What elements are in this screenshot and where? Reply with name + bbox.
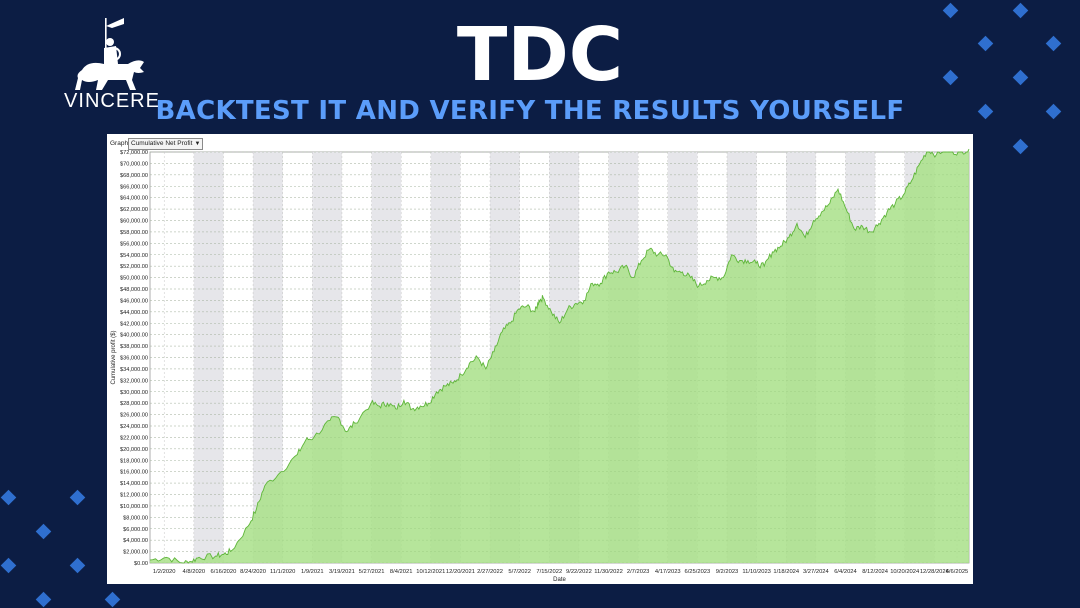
y-tick-label: $16,000.00 xyxy=(120,470,148,476)
equity-area xyxy=(150,149,969,563)
y-tick-label: $20,000.00 xyxy=(120,447,148,453)
x-tick-label: 2/7/2023 xyxy=(627,569,650,575)
chevron-down-icon: ▼ xyxy=(194,141,201,147)
x-tick-label: 9/2/2023 xyxy=(716,569,739,575)
y-tick-label: $40,000.00 xyxy=(120,333,148,339)
y-tick-label: $30,000.00 xyxy=(120,390,148,396)
x-tick-label: 6/4/2024 xyxy=(834,569,857,575)
y-tick-label: $46,000.00 xyxy=(120,298,148,304)
x-tick-label: 1/9/2021 xyxy=(301,569,324,575)
x-tick-label: 6/16/2020 xyxy=(211,569,237,575)
x-tick-label: 11/10/2023 xyxy=(742,569,771,575)
y-tick-label: $52,000.00 xyxy=(120,264,148,270)
x-tick-label: 5/27/2021 xyxy=(359,569,385,575)
x-tick-label: 12/28/2024 xyxy=(920,569,950,575)
equity-line xyxy=(149,148,970,564)
chart-panel: $0.00 $2,000.00 $4,000.00 $6,000.00 $8,000.0… xyxy=(107,134,973,584)
y-tick-label: $10,000.00 xyxy=(120,504,148,510)
x-tick-label: 10/20/2024 xyxy=(890,569,920,575)
y-tick-label: $26,000.00 xyxy=(120,413,148,419)
y-tick-label: $4,000.00 xyxy=(123,538,148,544)
y-tick-label: $64,000.00 xyxy=(120,196,148,202)
x-tick-label: 11/1/2020 xyxy=(270,569,295,575)
y-tick-label: $18,000.00 xyxy=(120,458,148,464)
x-tick-label: 4/17/2023 xyxy=(655,569,681,575)
x-tick-label: 7/15/2022 xyxy=(536,569,562,575)
y-tick-label: $58,000.00 xyxy=(120,230,148,236)
x-tick-label: 6/25/2023 xyxy=(684,569,710,575)
decorative-diamond xyxy=(35,523,52,540)
decorative-diamond xyxy=(0,489,17,506)
x-tick-label: 1/18/2024 xyxy=(773,569,800,575)
logo-text: VINCERE xyxy=(64,90,160,112)
y-tick-label: $34,000.00 xyxy=(120,367,148,373)
decorative-diamond xyxy=(0,557,17,574)
y-tick-label: $2,000.00 xyxy=(123,550,148,556)
x-tick-label: 8/24/2020 xyxy=(240,569,266,575)
x-tick-label: 1/2/2020 xyxy=(153,569,176,575)
page-title: TDC xyxy=(456,12,624,98)
decorative-diamond xyxy=(1012,138,1029,155)
y-tick-label: $14,000.00 xyxy=(120,481,148,487)
decorative-diamond xyxy=(69,557,86,574)
y-tick-label: $62,000.00 xyxy=(120,207,148,213)
y-tick-label: $60,000.00 xyxy=(120,219,148,225)
decorative-diamond xyxy=(35,591,52,608)
y-tick-label: $22,000.00 xyxy=(120,435,148,441)
y-tick-label: $28,000.00 xyxy=(120,401,148,407)
x-tick-label: 3/19/2021 xyxy=(329,569,355,575)
y-tick-label: $50,000.00 xyxy=(120,276,148,282)
y-tick-label: $48,000.00 xyxy=(120,287,148,293)
x-tick-label: 8/4/2021 xyxy=(390,569,413,575)
y-tick-label: $0.00 xyxy=(134,561,148,567)
x-tick-label: 11/30/2022 xyxy=(594,569,623,575)
y-tick-label: $68,000.00 xyxy=(120,173,148,179)
x-tick-label: 12/20/2021 xyxy=(446,569,475,575)
page-subtitle: BACKTEST IT AND VERIFY THE RESULTS YOURS… xyxy=(155,96,905,126)
x-tick-label: 2/27/2022 xyxy=(477,569,503,575)
chart-svg: $0.00 $2,000.00 $4,000.00 $6,000.00 $8,000.0… xyxy=(111,148,970,583)
y-tick-label: $32,000.00 xyxy=(120,378,148,384)
graph-type-selected: Cumulative Net Profit xyxy=(131,140,193,147)
x-tick-label: 9/22/2022 xyxy=(566,569,592,575)
x-tick-label: 3/27/2024 xyxy=(803,569,830,575)
x-tick-label: 4/8/2020 xyxy=(183,569,206,575)
y-tick-label: $66,000.00 xyxy=(120,184,148,190)
decorative-diamond xyxy=(69,489,86,506)
graph-type-select[interactable]: Cumulative Net Profit ▼ xyxy=(128,138,204,150)
vincere-logo xyxy=(75,18,144,90)
y-tick-label: $38,000.00 xyxy=(120,344,148,350)
y-tick-label: $24,000.00 xyxy=(120,424,148,430)
y-tick-label: $36,000.00 xyxy=(120,356,148,362)
x-tick-label: 10/12/2021 xyxy=(416,569,445,575)
y-tick-label: $8,000.00 xyxy=(123,515,148,521)
y-tick-label: $70,000.00 xyxy=(120,161,148,167)
y-tick-label: $6,000.00 xyxy=(123,527,148,533)
y-tick-label: $42,000.00 xyxy=(120,321,148,327)
y-tick-label: $72,000.00 xyxy=(120,150,148,156)
y-axis-label: Cumulative profit ($) xyxy=(111,330,117,384)
decorative-diamond xyxy=(104,591,121,608)
y-tick-label: $44,000.00 xyxy=(120,310,148,316)
y-tick-label: $12,000.00 xyxy=(120,493,148,499)
x-axis-label: Date xyxy=(553,577,566,583)
x-tick-label: 8/12/2024 xyxy=(862,569,889,575)
y-tick-label: $56,000.00 xyxy=(120,241,148,247)
x-tick-label: 5/7/2022 xyxy=(508,569,531,575)
graph-label: Graph xyxy=(110,140,129,147)
y-tick-label: $54,000.00 xyxy=(120,253,148,259)
x-tick-label: 6/6/2025 xyxy=(946,569,969,575)
